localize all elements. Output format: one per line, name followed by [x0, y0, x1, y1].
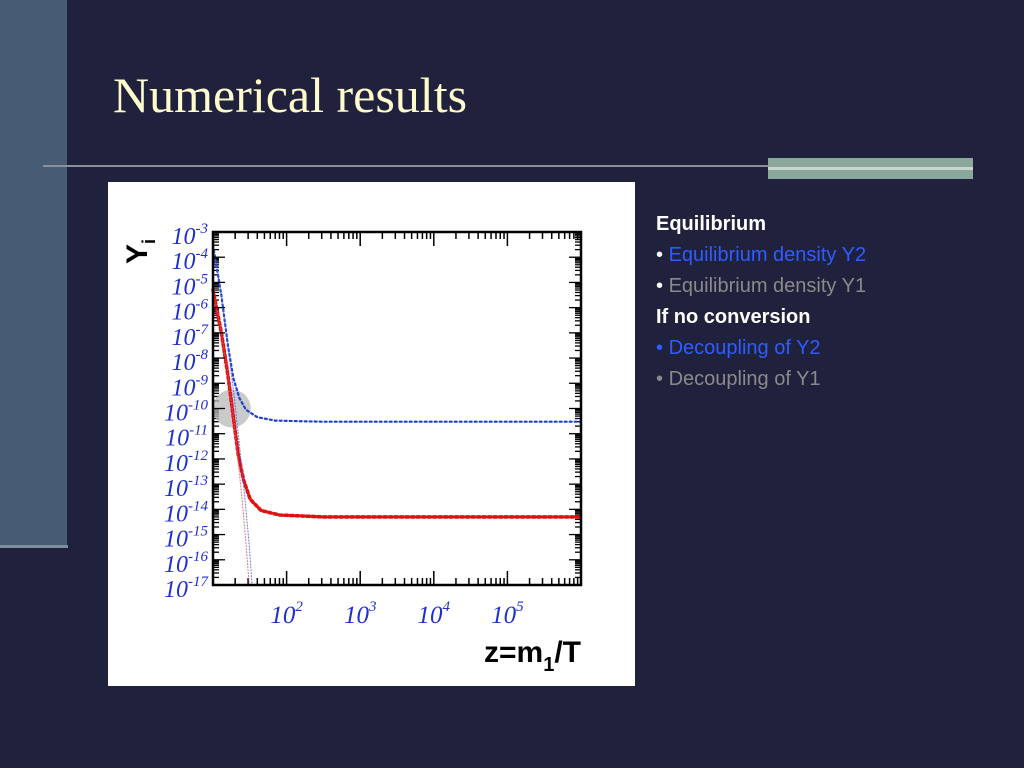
y-tick-label: 10-15: [164, 524, 208, 553]
series-dec_y2: [211, 244, 583, 423]
y-tick-labels: 10-310-410-510-610-710-810-910-1010-1110…: [164, 221, 209, 603]
y-tick-label-base: 10: [172, 249, 196, 275]
y-tick-label: 10-4: [172, 246, 209, 275]
chart-panel: 10-3 10-4 10-5 10-6 10-7 10-8 10-9 10-10 10-11 10…: [108, 182, 635, 686]
y-tick-label-exponent: -12: [188, 448, 208, 464]
bullet-icon: •: [656, 244, 664, 266]
x-tick-label-exponent: 2: [295, 599, 303, 615]
y-tick-label: 10-5: [172, 271, 209, 300]
slide-title: Numerical results: [113, 67, 468, 123]
plot-frame: [211, 230, 583, 587]
y-tick-label: 10-16: [164, 549, 208, 578]
legend-item-eq-y2: • Equilibrium density Y2: [656, 240, 866, 271]
y-tick-label: 10-6: [172, 297, 209, 326]
y-tick-label-exponent: -14: [188, 498, 208, 514]
y-tick-label-base: 10: [172, 274, 196, 300]
y-tick-label-exponent: -3: [196, 221, 209, 237]
y-tick-label-base: 10: [172, 325, 196, 351]
chart-series: [211, 244, 583, 586]
y-tick-label-base: 10: [164, 401, 188, 427]
y-axis-label: Yi: [121, 239, 159, 264]
x-tick-label: 105: [491, 599, 524, 629]
x-tick-label-exponent: 4: [443, 599, 451, 615]
y-tick-label-base: 10: [164, 552, 188, 578]
legend-item-eq-y1: • Equilibrium density Y1: [656, 271, 866, 302]
y-tick-label-exponent: -10: [188, 398, 208, 414]
x-tick-label: 103: [344, 599, 377, 629]
y-tick-label-base: 10: [164, 451, 188, 477]
x-tick-label-exponent: 5: [516, 599, 524, 615]
y-tick-label-exponent: -7: [196, 322, 210, 338]
legend-heading-equilibrium: Equilibrium: [656, 213, 766, 235]
y-tick-label: 10-14: [164, 498, 208, 527]
y-tick-label: 10-12: [164, 448, 208, 477]
legend-label-eq-y1: Equilibrium density Y1: [668, 275, 867, 297]
y-tick-label-exponent: -4: [196, 246, 209, 262]
legend-panel: Equilibrium • Equilibrium density Y2 • E…: [656, 209, 866, 395]
y-tick-label-exponent: -5: [196, 271, 209, 287]
x-tick-labels: 102 103 104 105: [270, 599, 524, 629]
y-tick-label-exponent: -16: [188, 549, 208, 565]
legend-item-dec-y1: • Decoupling of Y1: [656, 364, 866, 395]
y-tick-label-base: 10: [172, 350, 196, 376]
legend-label-dec-y2: Decoupling of Y2: [668, 337, 821, 359]
y-axis-label-main: Y: [121, 244, 154, 264]
y-tick-label-exponent: -9: [196, 372, 209, 388]
legend-heading-no-conversion: If no conversion: [656, 306, 811, 328]
y-tick-label: 10-10: [164, 398, 208, 427]
x-axis-label-main: z=m: [484, 636, 543, 669]
y-tick-label-exponent: -13: [188, 473, 208, 489]
left-accent-edge: [0, 545, 68, 548]
y-tick-label-base: 10: [164, 527, 188, 553]
x-tick-label-exponent: 3: [368, 599, 377, 615]
y-tick-label-base: 10: [164, 501, 188, 527]
y-tick-label-base: 10: [172, 375, 196, 401]
x-axis-label: z=m1/T: [484, 636, 581, 676]
y-tick-label: 10-3: [172, 221, 209, 250]
y-tick-label-base: 10: [164, 577, 188, 603]
x-tick-label-base: 10: [418, 602, 444, 629]
y-tick-label-exponent: -17: [188, 574, 209, 590]
y-tick-label-exponent: -6: [196, 297, 209, 313]
legend-label-eq-y2: Equilibrium density Y2: [668, 244, 867, 266]
series-dec_y1: [211, 288, 583, 519]
divider-accent-line: [768, 167, 973, 170]
x-tick-label: 102: [270, 599, 303, 629]
y-tick-label-exponent: -15: [188, 524, 208, 540]
y-tick-label: 10-17: [164, 574, 209, 603]
major-ticks: [212, 232, 581, 586]
y-tick-label-base: 10: [172, 300, 196, 326]
y-tick-label: 10-9: [172, 372, 209, 401]
y-tick-label-base: 10: [172, 224, 196, 250]
series-eq_y1: [212, 289, 250, 586]
legend-label-dec-y1: Decoupling of Y1: [668, 368, 821, 390]
title-divider: [43, 165, 973, 167]
x-axis-label-suffix: /T: [554, 636, 581, 669]
left-accent-bar: [0, 0, 67, 545]
y-tick-label: 10-11: [165, 423, 208, 452]
relic-density-chart: 10-310-410-510-610-710-810-910-1010-1110…: [121, 221, 583, 676]
bullet-icon: •: [656, 275, 664, 297]
y-tick-label: 10-7: [172, 322, 210, 351]
x-tick-label-base: 10: [491, 602, 517, 629]
minor-ticks: [213, 232, 581, 585]
x-tick-label: 104: [418, 599, 451, 629]
y-tick-label-exponent: -8: [196, 347, 209, 363]
y-axis-label-subscript: i: [139, 239, 159, 244]
x-axis-label-subscript: 1: [543, 654, 554, 676]
x-tick-label-base: 10: [344, 602, 370, 629]
bullet-icon: •: [656, 368, 664, 390]
y-tick-label: 10-13: [164, 473, 208, 502]
y-tick-label-exponent: -11: [189, 423, 208, 439]
series-eq_y2: [212, 244, 253, 586]
x-tick-label-base: 10: [270, 602, 296, 629]
y-tick-label-base: 10: [164, 476, 188, 502]
y-tick-label-base: 10: [165, 426, 189, 452]
y-tick-label: 10-8: [172, 347, 209, 376]
legend-item-dec-y2: • Decoupling of Y2: [656, 333, 866, 364]
bullet-icon: •: [656, 337, 664, 359]
